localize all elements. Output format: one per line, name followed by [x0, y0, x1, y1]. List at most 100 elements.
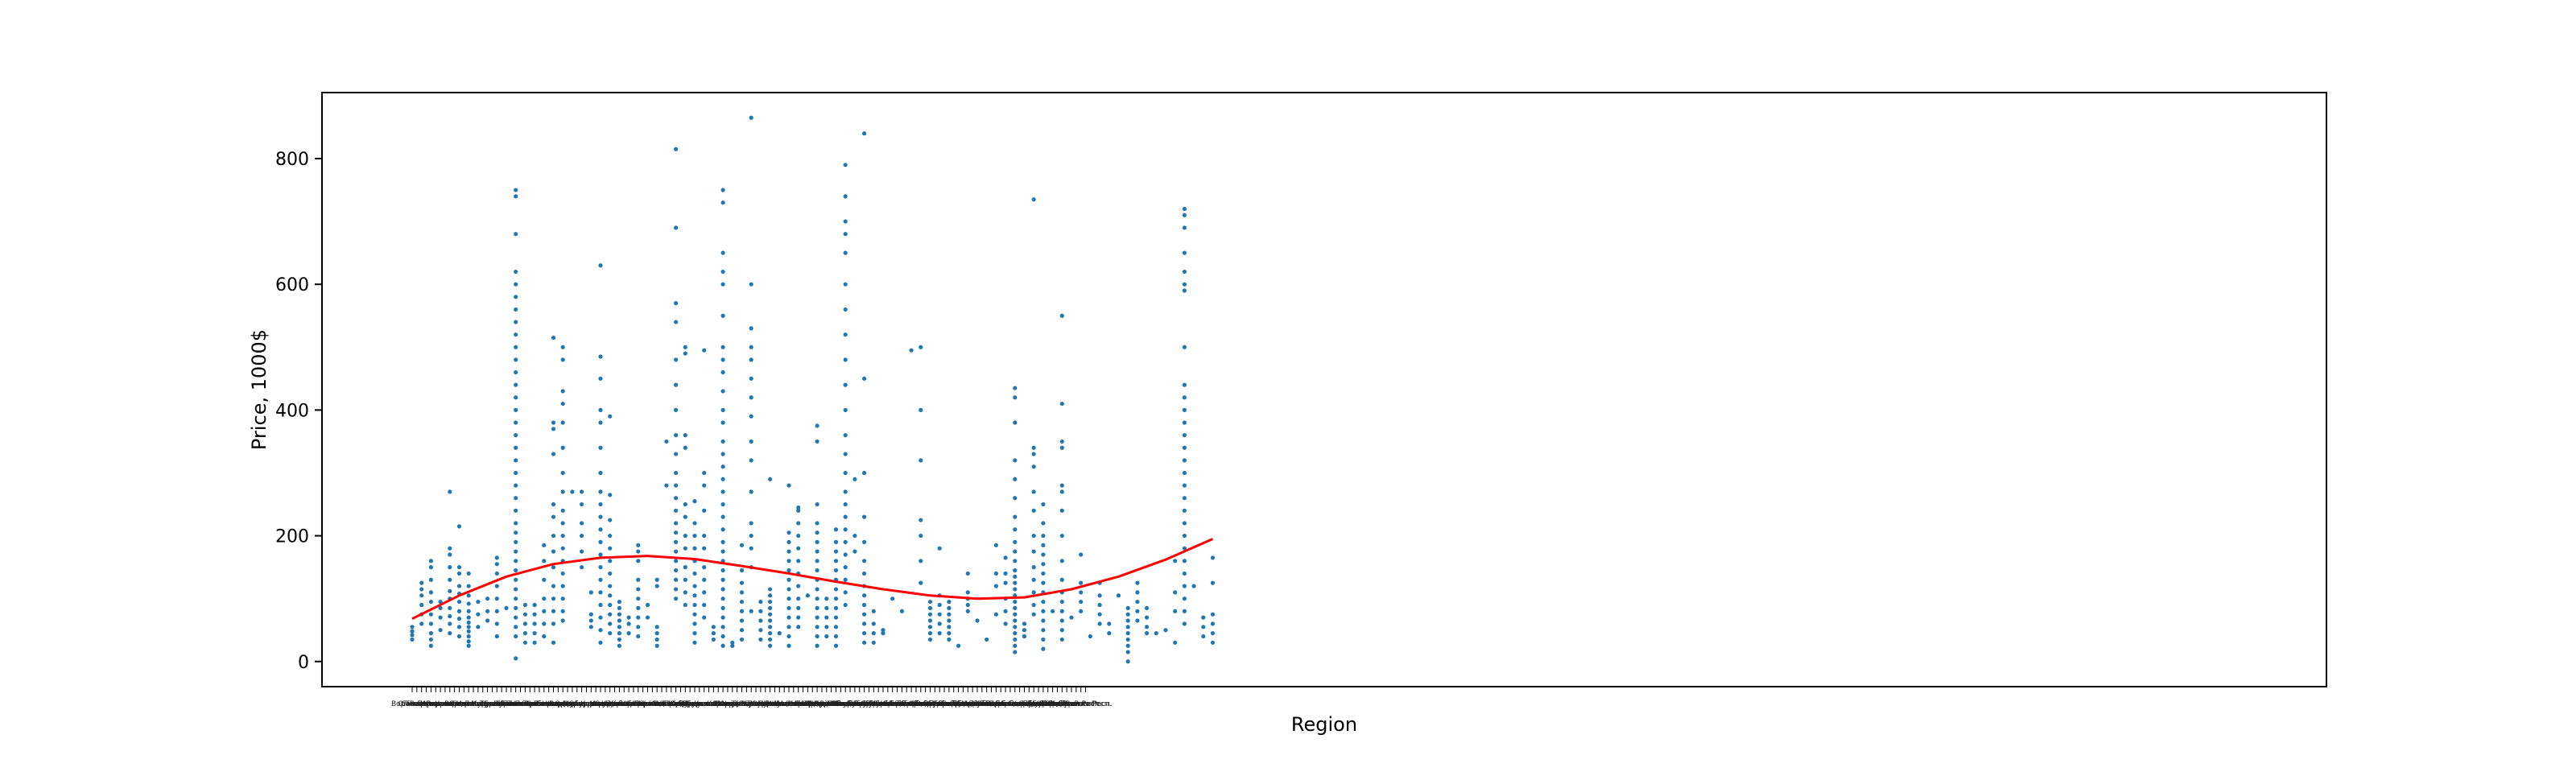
data-point	[815, 625, 819, 629]
data-point	[720, 420, 725, 425]
data-point	[796, 521, 801, 526]
data-point	[1182, 250, 1187, 255]
data-point	[739, 628, 745, 633]
x-tick-label: Кабардино-Балкария	[668, 700, 749, 708]
x-tick-label: Тюменская обл.	[951, 700, 1012, 708]
data-point	[956, 643, 961, 648]
data-point	[514, 232, 518, 237]
data-point	[796, 508, 801, 513]
data-point	[560, 489, 565, 494]
data-point	[1182, 433, 1187, 438]
x-tick-label: Воронежская	[391, 700, 443, 708]
x-tick-label: Смоленская обл.	[861, 700, 925, 708]
x-tick-label: Курская	[472, 700, 503, 708]
data-point	[1059, 533, 1064, 539]
data-point	[438, 628, 443, 633]
data-point	[1041, 637, 1046, 642]
data-point	[768, 625, 773, 629]
x-tick-label: Московская	[456, 700, 501, 708]
data-point	[1031, 590, 1036, 595]
data-point	[514, 332, 518, 337]
x-tick-label: Владимирская	[549, 700, 605, 708]
data-point	[1210, 555, 1216, 560]
x-tick-label: Липецкая обл.	[803, 700, 859, 708]
data-point	[937, 602, 942, 608]
data-point	[598, 590, 603, 595]
data-point	[608, 602, 613, 608]
data-point	[720, 605, 725, 610]
data-point	[720, 587, 725, 592]
data-point	[1013, 643, 1018, 648]
data-point	[815, 423, 819, 428]
data-point	[608, 546, 613, 551]
data-point	[1173, 640, 1178, 645]
data-point	[1135, 590, 1140, 595]
data-point	[494, 621, 499, 626]
data-point	[560, 401, 565, 407]
data-point	[1031, 602, 1036, 608]
data-point	[1182, 546, 1187, 551]
data-point	[636, 587, 641, 592]
data-point	[720, 452, 725, 456]
x-axis-label: Region	[1291, 713, 1357, 736]
data-point	[1059, 439, 1064, 444]
data-point	[739, 580, 745, 585]
data-point	[514, 625, 518, 629]
data-point	[522, 621, 528, 626]
x-tick-label: Ивановская обл.	[833, 700, 896, 708]
data-point	[494, 571, 499, 576]
data-point	[739, 590, 745, 595]
data-point	[485, 596, 490, 601]
data-point	[683, 590, 687, 595]
data-point	[1125, 643, 1130, 648]
data-point	[843, 539, 848, 544]
data-point	[833, 587, 839, 592]
data-point	[1107, 621, 1112, 626]
data-point	[1013, 587, 1018, 592]
data-point	[711, 631, 716, 636]
data-point	[749, 489, 753, 494]
data-point	[862, 470, 867, 476]
data-point	[560, 609, 565, 613]
data-point	[608, 584, 613, 588]
x-tick-label: Ханты-Мансийский АО	[750, 700, 836, 708]
data-point	[824, 605, 829, 610]
data-point	[514, 282, 518, 287]
data-point	[664, 483, 669, 488]
data-point	[843, 590, 848, 595]
data-point	[1013, 650, 1018, 654]
data-point	[1059, 637, 1064, 642]
data-point	[1182, 621, 1187, 626]
data-point	[560, 571, 565, 576]
data-point	[843, 489, 848, 494]
trend-line	[411, 538, 1214, 621]
data-point	[1013, 420, 1018, 425]
data-point	[674, 521, 679, 526]
y-axis: 0 200 400 600 800	[275, 150, 322, 673]
data-point	[919, 559, 923, 563]
data-point	[720, 615, 725, 620]
data-point	[674, 539, 679, 544]
data-point	[749, 439, 753, 444]
data-point	[739, 543, 745, 547]
plot-frame	[321, 92, 2327, 687]
data-point	[598, 552, 603, 557]
data-point	[890, 596, 895, 601]
x-tick-label: Бурятия Респ.	[1059, 700, 1113, 708]
data-point	[598, 640, 603, 645]
data-point	[1182, 345, 1187, 349]
data-point	[580, 521, 584, 526]
data-point	[674, 452, 679, 456]
data-point	[786, 530, 791, 535]
data-point	[871, 631, 876, 636]
data-point	[937, 621, 942, 626]
data-point	[598, 420, 603, 425]
data-point	[768, 587, 773, 592]
data-point	[608, 518, 613, 522]
data-point	[522, 602, 528, 608]
data-point	[919, 407, 923, 412]
data-point	[862, 514, 867, 519]
data-point	[720, 568, 725, 573]
data-point	[626, 621, 631, 626]
data-point	[843, 470, 848, 476]
